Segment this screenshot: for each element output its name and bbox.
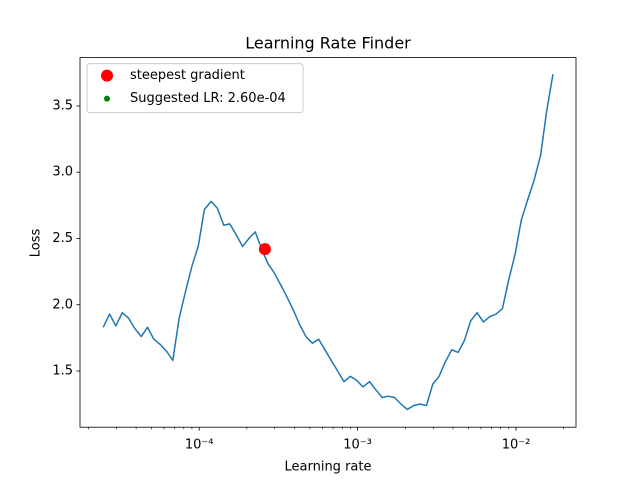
loss-line (102, 74, 554, 411)
x-tick-label: 10⁻² (502, 438, 531, 453)
x-axis-label: Learning rate (285, 460, 372, 475)
y-tick-label: 1.5 (52, 364, 73, 379)
steepest-point (258, 243, 271, 256)
legend-label: steepest gradient (130, 68, 245, 83)
y-tick-label: 3.0 (52, 165, 73, 180)
x-tick-label: 10⁻³ (343, 438, 372, 453)
y-tick-label: 2.5 (52, 231, 73, 246)
legend-box (86, 63, 304, 114)
y-tick-label: 3.5 (52, 98, 73, 113)
x-tick-label: 10⁻⁴ (185, 438, 214, 453)
y-axis-label: Loss (29, 229, 44, 258)
chart-title: Learning Rate Finder (245, 34, 411, 53)
y-tick-label: 2.0 (52, 297, 73, 312)
legend-swatch (101, 69, 113, 82)
legend-label: Suggested LR: 2.60e-04 (130, 91, 286, 106)
legend-swatch (104, 95, 110, 102)
plot-frame (79, 57, 577, 428)
